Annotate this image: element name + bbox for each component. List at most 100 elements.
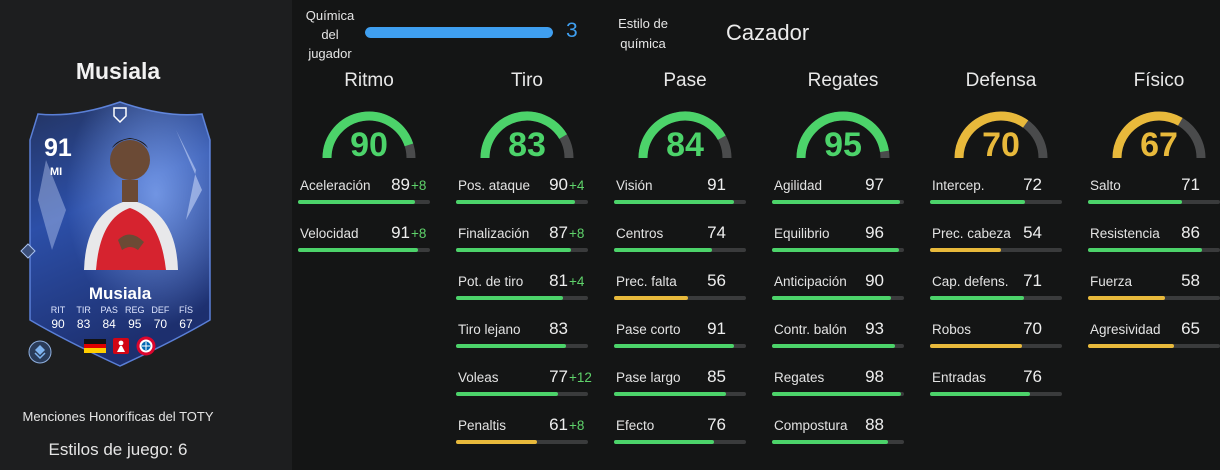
- attribute-value: 65: [1181, 319, 1200, 338]
- attribute-name: Voleas: [458, 370, 499, 385]
- stat-gauge-value: 90: [350, 126, 388, 164]
- stat-column-0: Ritmo 90 Aceleración 89 +8 Velocidad 91 +8: [298, 70, 440, 252]
- card-stat: REG 95: [123, 305, 147, 331]
- attribute-name: Resistencia: [1090, 226, 1160, 241]
- attribute-bar: [1088, 296, 1220, 300]
- attribute-bar: [456, 440, 588, 444]
- attribute-name: Entradas: [932, 370, 987, 385]
- attribute-bar-fill: [456, 440, 537, 444]
- attribute-value: 96: [865, 223, 884, 242]
- attribute-value: 88: [865, 415, 884, 434]
- attribute-bar-fill: [772, 248, 899, 252]
- attribute-name: Tiro lejano: [458, 322, 521, 337]
- player-card[interactable]: 91 MI Musiala RIT 90 TIR 83 PAS 84 REG 9…: [20, 100, 214, 368]
- attribute-value: 83: [549, 319, 568, 338]
- attribute-row: Penaltis 61 +8: [456, 415, 598, 448]
- attribute-name: Penaltis: [458, 418, 507, 433]
- player-panel: Musiala: [0, 0, 292, 470]
- attribute-bar: [930, 296, 1062, 300]
- attribute-bar-fill: [772, 392, 902, 396]
- attribute-bar: [298, 200, 430, 204]
- card-position: MI: [50, 166, 63, 178]
- gauge-fill: [480, 111, 567, 159]
- attribute-row: Resistencia 86: [1088, 223, 1220, 256]
- attribute-row: Robos 70: [930, 319, 1072, 352]
- attribute-bar-fill: [930, 344, 1023, 348]
- card-stat-label: FÍS: [178, 305, 193, 315]
- attribute-name: Agilidad: [774, 178, 823, 193]
- attribute-bar: [772, 440, 904, 444]
- chemistry-bar-fill: [365, 27, 553, 38]
- attribute-bar-fill: [298, 200, 416, 204]
- attribute-bonus: +8: [411, 226, 427, 241]
- card-stat-label: TIR: [76, 305, 91, 315]
- stat-gauge: 84: [635, 106, 735, 164]
- stat-column-1: Tiro 83 Pos. ataque 90 +4 Finalización 87 +8 Pot…: [456, 70, 598, 444]
- attribute-row: Regates 98: [772, 367, 914, 400]
- attribute-bar: [614, 440, 746, 444]
- attribute-name: Pos. ataque: [458, 178, 531, 193]
- attribute-value: 98: [865, 367, 884, 386]
- bayern-badge-icon: [136, 336, 156, 356]
- playstyles-count: Estilos de juego: 6: [48, 440, 188, 459]
- card-stat-value: 67: [179, 317, 193, 331]
- card-stat-label: DEF: [151, 305, 170, 315]
- attribute-bar: [614, 296, 746, 300]
- attribute-bar-fill: [1088, 200, 1182, 204]
- attribute-bar-fill: [614, 296, 688, 300]
- attribute-row: Pos. ataque 90 +4: [456, 175, 598, 208]
- attribute-row: Centros 74: [614, 223, 756, 256]
- attribute-bar: [614, 248, 746, 252]
- attribute-row: Prec. falta 56: [614, 271, 756, 304]
- attribute-bonus: +4: [569, 178, 585, 193]
- gauge-fill: [322, 111, 414, 159]
- attribute-value: 93: [865, 319, 884, 338]
- attribute-bar-fill: [930, 296, 1024, 300]
- chemistry-style-value[interactable]: Cazador: [726, 20, 810, 45]
- stat-column-4: Defensa 70 Intercep. 72 Prec. cabeza 54 Cap. d…: [930, 70, 1072, 396]
- stat-column-3: Regates 95 Agilidad 97 Equilibrio 96 Anticipac…: [772, 70, 914, 444]
- attribute-name: Visión: [616, 178, 653, 193]
- attribute-row: Pase corto 91: [614, 319, 756, 352]
- attribute-value: 89: [391, 175, 410, 194]
- attribute-bar: [614, 344, 746, 348]
- stat-gauge-value: 83: [508, 126, 546, 164]
- attribute-bar: [456, 344, 588, 348]
- attribute-value: 71: [1023, 271, 1042, 290]
- attribute-name: Regates: [774, 370, 825, 385]
- attribute-bar-fill: [1088, 296, 1165, 300]
- attribute-bar-fill: [930, 200, 1026, 204]
- attribute-name: Prec. falta: [616, 274, 677, 289]
- attribute-bar: [1088, 200, 1220, 204]
- bundesliga-icon: [113, 338, 129, 354]
- attribute-row: Cap. defens. 71: [930, 271, 1072, 304]
- attribute-row: Velocidad 91 +8: [298, 223, 440, 256]
- attribute-row: Entradas 76: [930, 367, 1072, 400]
- stat-gauge: 70: [951, 106, 1051, 164]
- playstyle-icon: [28, 340, 52, 364]
- attribute-name: Cap. defens.: [932, 274, 1009, 289]
- attribute-bar: [930, 200, 1062, 204]
- attribute-bar: [772, 344, 904, 348]
- attribute-value: 71: [1181, 175, 1200, 194]
- attribute-name: Efecto: [616, 418, 655, 433]
- attribute-bar-fill: [930, 248, 1002, 252]
- attribute-name: Aceleración: [300, 178, 371, 193]
- stat-gauge: 67: [1109, 106, 1209, 164]
- attribute-value: 70: [1023, 319, 1042, 338]
- attribute-value: 54: [1023, 223, 1042, 242]
- attribute-row: Aceleración 89 +8: [298, 175, 440, 208]
- attribute-bar: [1088, 248, 1220, 252]
- stat-gauge: 90: [319, 106, 419, 164]
- stat-gauge-value: 70: [982, 126, 1020, 164]
- attribute-bar-fill: [298, 248, 419, 252]
- card-stat-value: 95: [128, 317, 142, 331]
- attribute-name: Salto: [1090, 178, 1121, 193]
- attribute-row: Tiro lejano 83: [456, 319, 598, 352]
- attribute-value: 97: [865, 175, 884, 194]
- attribute-bar-fill: [614, 392, 727, 396]
- attribute-bar: [456, 200, 588, 204]
- attribute-value: 76: [707, 415, 726, 434]
- attribute-bar-fill: [456, 344, 566, 348]
- attribute-row: Finalización 87 +8: [456, 223, 598, 256]
